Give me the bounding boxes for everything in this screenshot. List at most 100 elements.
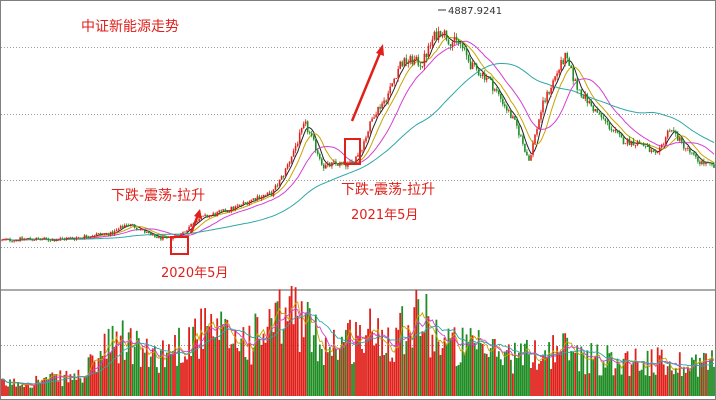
candle-body — [288, 161, 291, 165]
candle-body — [566, 53, 568, 59]
volume-bar — [21, 384, 23, 396]
volume-bar — [431, 334, 434, 396]
volume-bar — [532, 362, 534, 396]
candle-body — [552, 80, 554, 88]
candle-body — [558, 70, 560, 74]
candle-body — [276, 185, 279, 187]
volume-bar — [15, 386, 17, 396]
candle-body — [133, 224, 136, 228]
candle-body — [59, 238, 62, 240]
volume-bar — [91, 355, 94, 396]
candle-body — [5, 239, 7, 241]
volume-bar — [254, 313, 257, 396]
rise-arrow-2020 — [189, 214, 200, 234]
candle-body — [310, 133, 313, 136]
volume-bar — [640, 369, 643, 396]
volume-bar — [530, 368, 532, 396]
volume-bar — [5, 385, 7, 396]
volume-bar — [614, 368, 617, 396]
candle-body — [612, 130, 615, 131]
volume-bar — [467, 341, 470, 396]
volume-bar — [687, 366, 689, 396]
volume-bar — [562, 333, 565, 396]
candle-body — [662, 144, 665, 146]
volume-bar — [23, 386, 25, 396]
candle-body — [136, 227, 138, 230]
candle-body — [339, 162, 341, 166]
volume-bar — [31, 387, 34, 396]
candle-body — [664, 137, 667, 145]
volume-bar — [507, 344, 510, 396]
candle-body — [652, 150, 655, 152]
volume-bar — [564, 333, 567, 396]
volume-bar — [45, 377, 48, 396]
volume-bar — [512, 373, 514, 396]
candle-body — [457, 40, 460, 44]
candle-body — [67, 237, 70, 239]
volume-bar — [298, 352, 301, 396]
candle-body — [184, 231, 186, 233]
candle-body — [323, 164, 325, 169]
volume-bar — [232, 343, 235, 396]
volume-bar — [693, 359, 695, 396]
candle-body — [148, 232, 150, 234]
volume-bar — [266, 326, 269, 396]
volume-bar — [87, 357, 90, 396]
volume-bar — [634, 348, 637, 396]
volume-bar — [351, 364, 353, 396]
volume-bar — [544, 350, 546, 396]
candle-body — [638, 141, 641, 144]
volume-bar — [538, 363, 540, 396]
volume-bar — [333, 329, 335, 396]
volume-bar — [196, 339, 198, 396]
volume-bar — [411, 347, 414, 396]
candle-body — [341, 162, 343, 164]
volume-bar — [288, 296, 291, 396]
volume-bar — [166, 352, 168, 396]
volume-bar — [656, 347, 659, 396]
candle-body — [206, 214, 208, 218]
volume-bar — [457, 365, 460, 396]
candle-body — [218, 210, 220, 213]
volume-bar — [186, 359, 188, 396]
annotation-2020: 下跌-震荡-拉升 2020年5月 — [111, 188, 228, 281]
volume-bar — [703, 352, 705, 396]
candle-body — [677, 133, 679, 141]
candle-body — [11, 241, 13, 242]
candle-body — [675, 131, 677, 134]
volume-bar — [123, 359, 126, 396]
volume-bar — [644, 375, 647, 396]
candle-body — [95, 233, 98, 236]
candle-body — [355, 156, 357, 164]
candle-body — [140, 229, 142, 231]
candle-body — [584, 94, 587, 99]
candle-body — [475, 64, 478, 70]
volume-bar — [27, 382, 29, 396]
candle-body — [256, 196, 259, 201]
volume-bar — [316, 361, 319, 396]
volume-bar — [628, 375, 631, 396]
candle-body — [628, 138, 631, 145]
volume-bar — [459, 362, 462, 396]
volume-bar — [365, 335, 367, 396]
candle-body — [683, 141, 685, 149]
candle-body — [313, 135, 315, 140]
volume-bar — [115, 331, 118, 396]
candle-body — [415, 56, 418, 60]
volume-bar — [680, 376, 683, 396]
volume-bar — [314, 314, 317, 396]
volume-bar — [493, 339, 496, 396]
volume-bar — [550, 369, 552, 396]
volume-bar — [518, 352, 520, 396]
volume-bar — [29, 387, 32, 396]
candle-body — [127, 225, 130, 226]
volume-bar — [491, 339, 494, 396]
candle-body — [550, 88, 552, 94]
volume-bar — [678, 352, 681, 396]
volume-bar — [156, 367, 158, 396]
volume-bar — [598, 375, 601, 396]
candle-body — [146, 232, 148, 233]
candle-body — [467, 55, 470, 62]
candle-body — [644, 145, 647, 147]
candle-body — [31, 239, 33, 241]
